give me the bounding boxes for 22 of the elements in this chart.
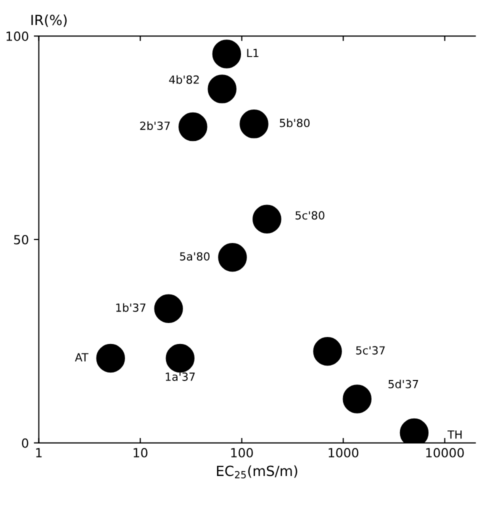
annotation: 1b'37 bbox=[116, 303, 146, 312]
y-axis-title: IR(%) bbox=[31, 14, 67, 27]
y-tick-label: 100 bbox=[6, 32, 28, 41]
annotation: 5d'37 bbox=[388, 380, 418, 388]
annotation: 1a'37 bbox=[166, 372, 195, 381]
annotation: 4b'82 bbox=[169, 75, 199, 84]
annotation: L1 bbox=[247, 48, 258, 58]
annotation: 2b'37 bbox=[140, 121, 170, 130]
annotation: 5a'80 bbox=[180, 252, 210, 261]
y-tick-label: 50 bbox=[14, 234, 28, 244]
x-axis-title: EC$_{25}$(mS/m) bbox=[217, 465, 298, 478]
annotation: 5c'80 bbox=[296, 211, 324, 220]
x-tick-label: 100 bbox=[231, 448, 253, 458]
x-tick-label: 1 bbox=[36, 448, 42, 458]
y-tick-label: 0 bbox=[22, 438, 28, 448]
x-tick-label: 10000 bbox=[426, 448, 464, 458]
annotation: 5c'37 bbox=[356, 346, 385, 355]
annotation: AT bbox=[74, 353, 88, 362]
annotation: 5b'80 bbox=[280, 118, 310, 128]
x-tick-label: 10 bbox=[134, 448, 148, 458]
x-tick-label: 1000 bbox=[328, 448, 358, 458]
annotation: TH bbox=[448, 430, 462, 439]
